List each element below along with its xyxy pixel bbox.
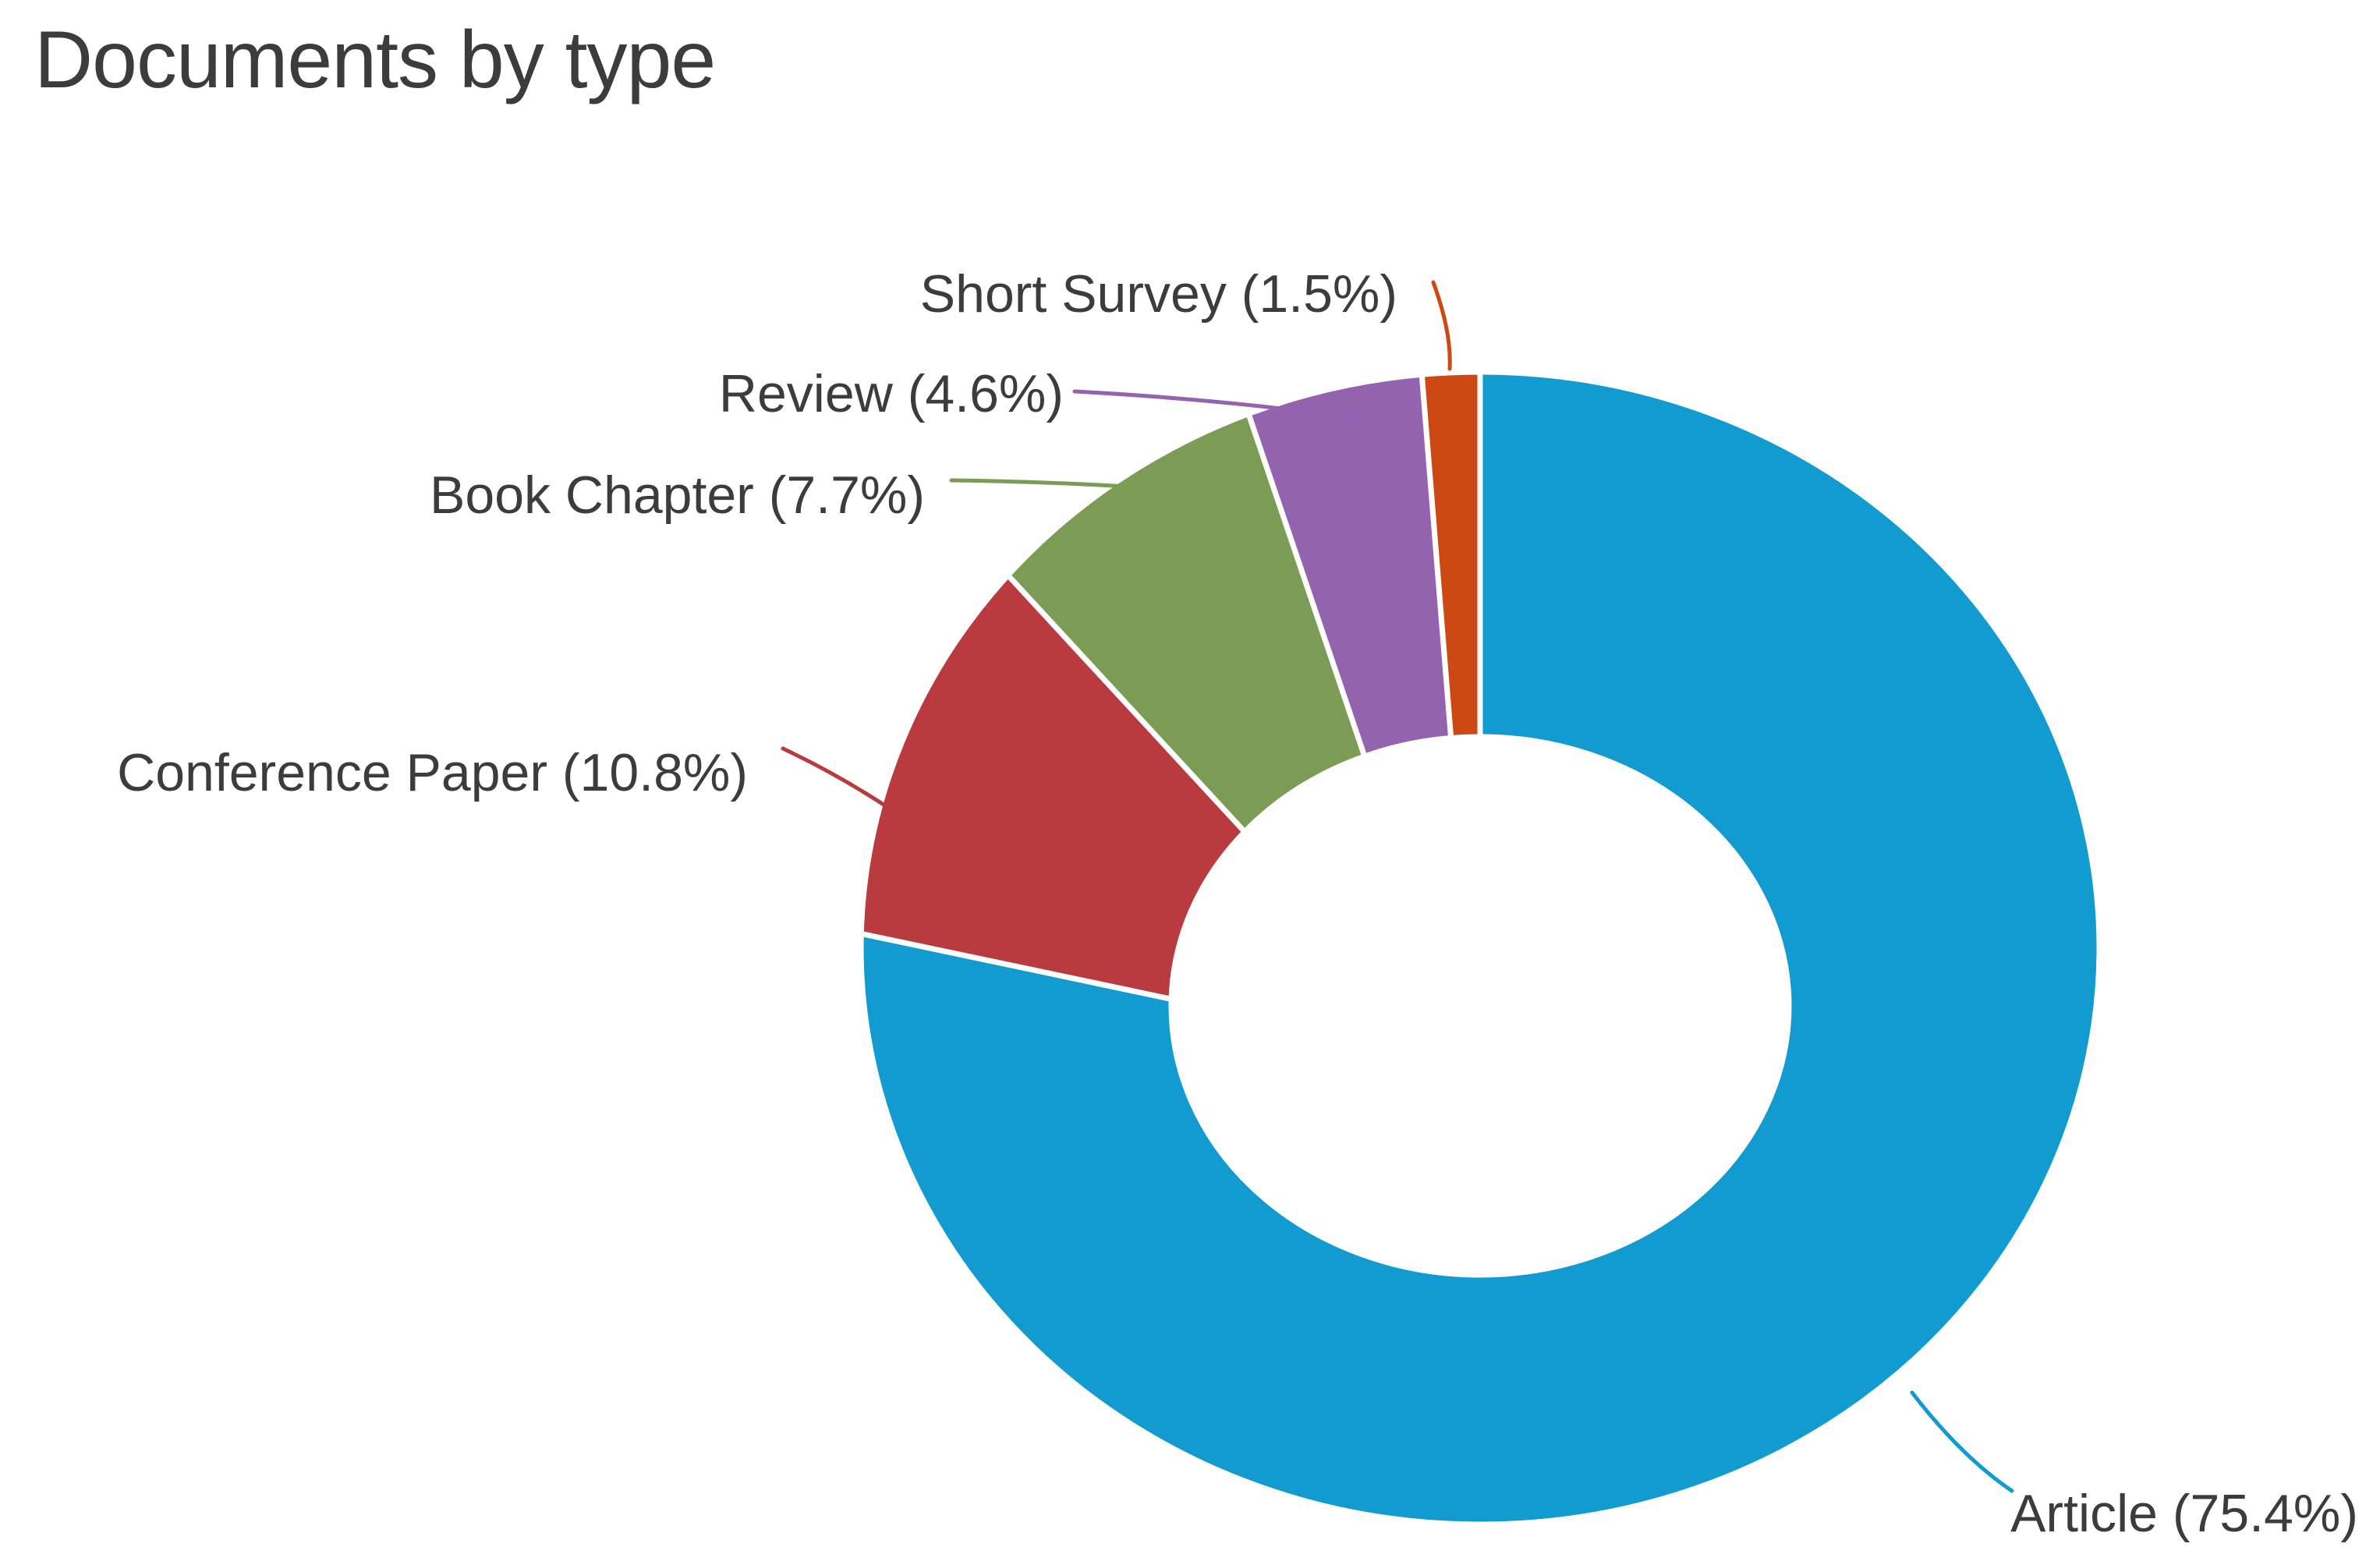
leader-line-article <box>1910 1390 2014 1493</box>
donut-segment-book-chapter[interactable] <box>1005 411 1368 835</box>
slice-label-article: Article (75.4%) <box>2010 1484 2358 1543</box>
leader-line-conference-paper <box>781 746 907 821</box>
donut-segment-short-survey[interactable] <box>1418 369 1483 741</box>
slice-label-short-survey: Short Survey (1.5%) <box>919 264 1397 324</box>
leader-line-short-survey <box>1431 280 1452 371</box>
slice-label-book-chapter: Book Chapter (7.7%) <box>430 465 925 525</box>
donut-segment-conference-paper[interactable] <box>858 572 1248 1002</box>
leader-line-book-chapter <box>949 478 1216 495</box>
donut-segment-article[interactable] <box>858 369 2102 1527</box>
chart-title: Documents by type <box>34 15 716 105</box>
donut-segments-group <box>858 369 2102 1527</box>
leader-line-review <box>1072 389 1406 427</box>
slice-label-review: Review (4.6%) <box>718 364 1064 423</box>
slice-label-conference-paper: Conference Paper (10.8%) <box>117 743 748 802</box>
